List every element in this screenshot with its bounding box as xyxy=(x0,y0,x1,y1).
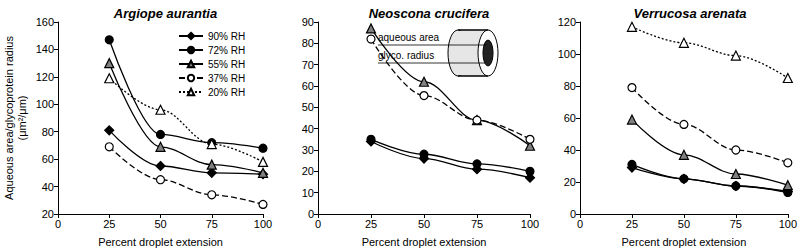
svg-text:50: 50 xyxy=(154,218,166,230)
svg-text:Neoscona crucifera: Neoscona crucifera xyxy=(369,6,490,21)
svg-text:100: 100 xyxy=(36,98,54,110)
svg-text:0: 0 xyxy=(308,208,314,220)
svg-text:0: 0 xyxy=(55,218,61,230)
svg-text:37% RH: 37% RH xyxy=(208,73,245,84)
svg-text:60: 60 xyxy=(302,80,314,92)
svg-text:100: 100 xyxy=(779,218,797,230)
svg-text:80: 80 xyxy=(302,37,314,49)
svg-text:(μm²/μm): (μm²/μm) xyxy=(16,95,28,140)
svg-text:80: 80 xyxy=(564,80,576,92)
svg-text:20: 20 xyxy=(42,208,54,220)
svg-text:25: 25 xyxy=(365,218,377,230)
svg-text:80: 80 xyxy=(42,126,54,138)
svg-text:100: 100 xyxy=(521,218,539,230)
svg-text:160: 160 xyxy=(36,16,54,28)
svg-text:aqueous area: aqueous area xyxy=(378,32,440,43)
svg-text:60: 60 xyxy=(564,112,576,124)
svg-text:75: 75 xyxy=(730,218,742,230)
svg-text:0: 0 xyxy=(570,208,576,220)
svg-text:25: 25 xyxy=(626,218,638,230)
svg-text:90: 90 xyxy=(302,16,314,28)
svg-text:25: 25 xyxy=(103,218,115,230)
svg-text:75: 75 xyxy=(206,218,218,230)
svg-text:Argiope aurantia: Argiope aurantia xyxy=(113,6,217,21)
svg-text:50: 50 xyxy=(678,218,690,230)
svg-text:55% RH: 55% RH xyxy=(208,59,245,70)
svg-text:72% RH: 72% RH xyxy=(208,45,245,56)
svg-text:40: 40 xyxy=(564,144,576,156)
svg-text:100: 100 xyxy=(254,218,272,230)
svg-text:Percent droplet extension: Percent droplet extension xyxy=(362,236,487,248)
svg-text:70: 70 xyxy=(302,59,314,71)
svg-text:10: 10 xyxy=(302,187,314,199)
svg-text:30: 30 xyxy=(302,144,314,156)
svg-text:120: 120 xyxy=(36,71,54,83)
svg-text:Verrucosa arenata: Verrucosa arenata xyxy=(634,6,747,21)
svg-text:40: 40 xyxy=(42,181,54,193)
svg-text:120: 120 xyxy=(558,16,576,28)
svg-text:60: 60 xyxy=(42,153,54,165)
svg-text:20% RH: 20% RH xyxy=(208,87,245,98)
svg-text:140: 140 xyxy=(36,43,54,55)
svg-text:Aqueous area/glycoprotein radi: Aqueous area/glycoprotein radius xyxy=(3,36,15,200)
svg-text:40: 40 xyxy=(302,123,314,135)
svg-text:50: 50 xyxy=(302,101,314,113)
svg-text:100: 100 xyxy=(558,48,576,60)
svg-text:20: 20 xyxy=(564,176,576,188)
svg-text:Percent droplet extension: Percent droplet extension xyxy=(622,236,747,248)
svg-text:20: 20 xyxy=(302,165,314,177)
svg-text:50: 50 xyxy=(418,218,430,230)
svg-text:glyco. radius: glyco. radius xyxy=(378,50,434,61)
svg-text:75: 75 xyxy=(471,218,483,230)
svg-text:0: 0 xyxy=(315,218,321,230)
svg-text:Percent droplet extension: Percent droplet extension xyxy=(98,236,223,248)
svg-text:90% RH: 90% RH xyxy=(208,31,245,42)
svg-text:0: 0 xyxy=(577,218,583,230)
